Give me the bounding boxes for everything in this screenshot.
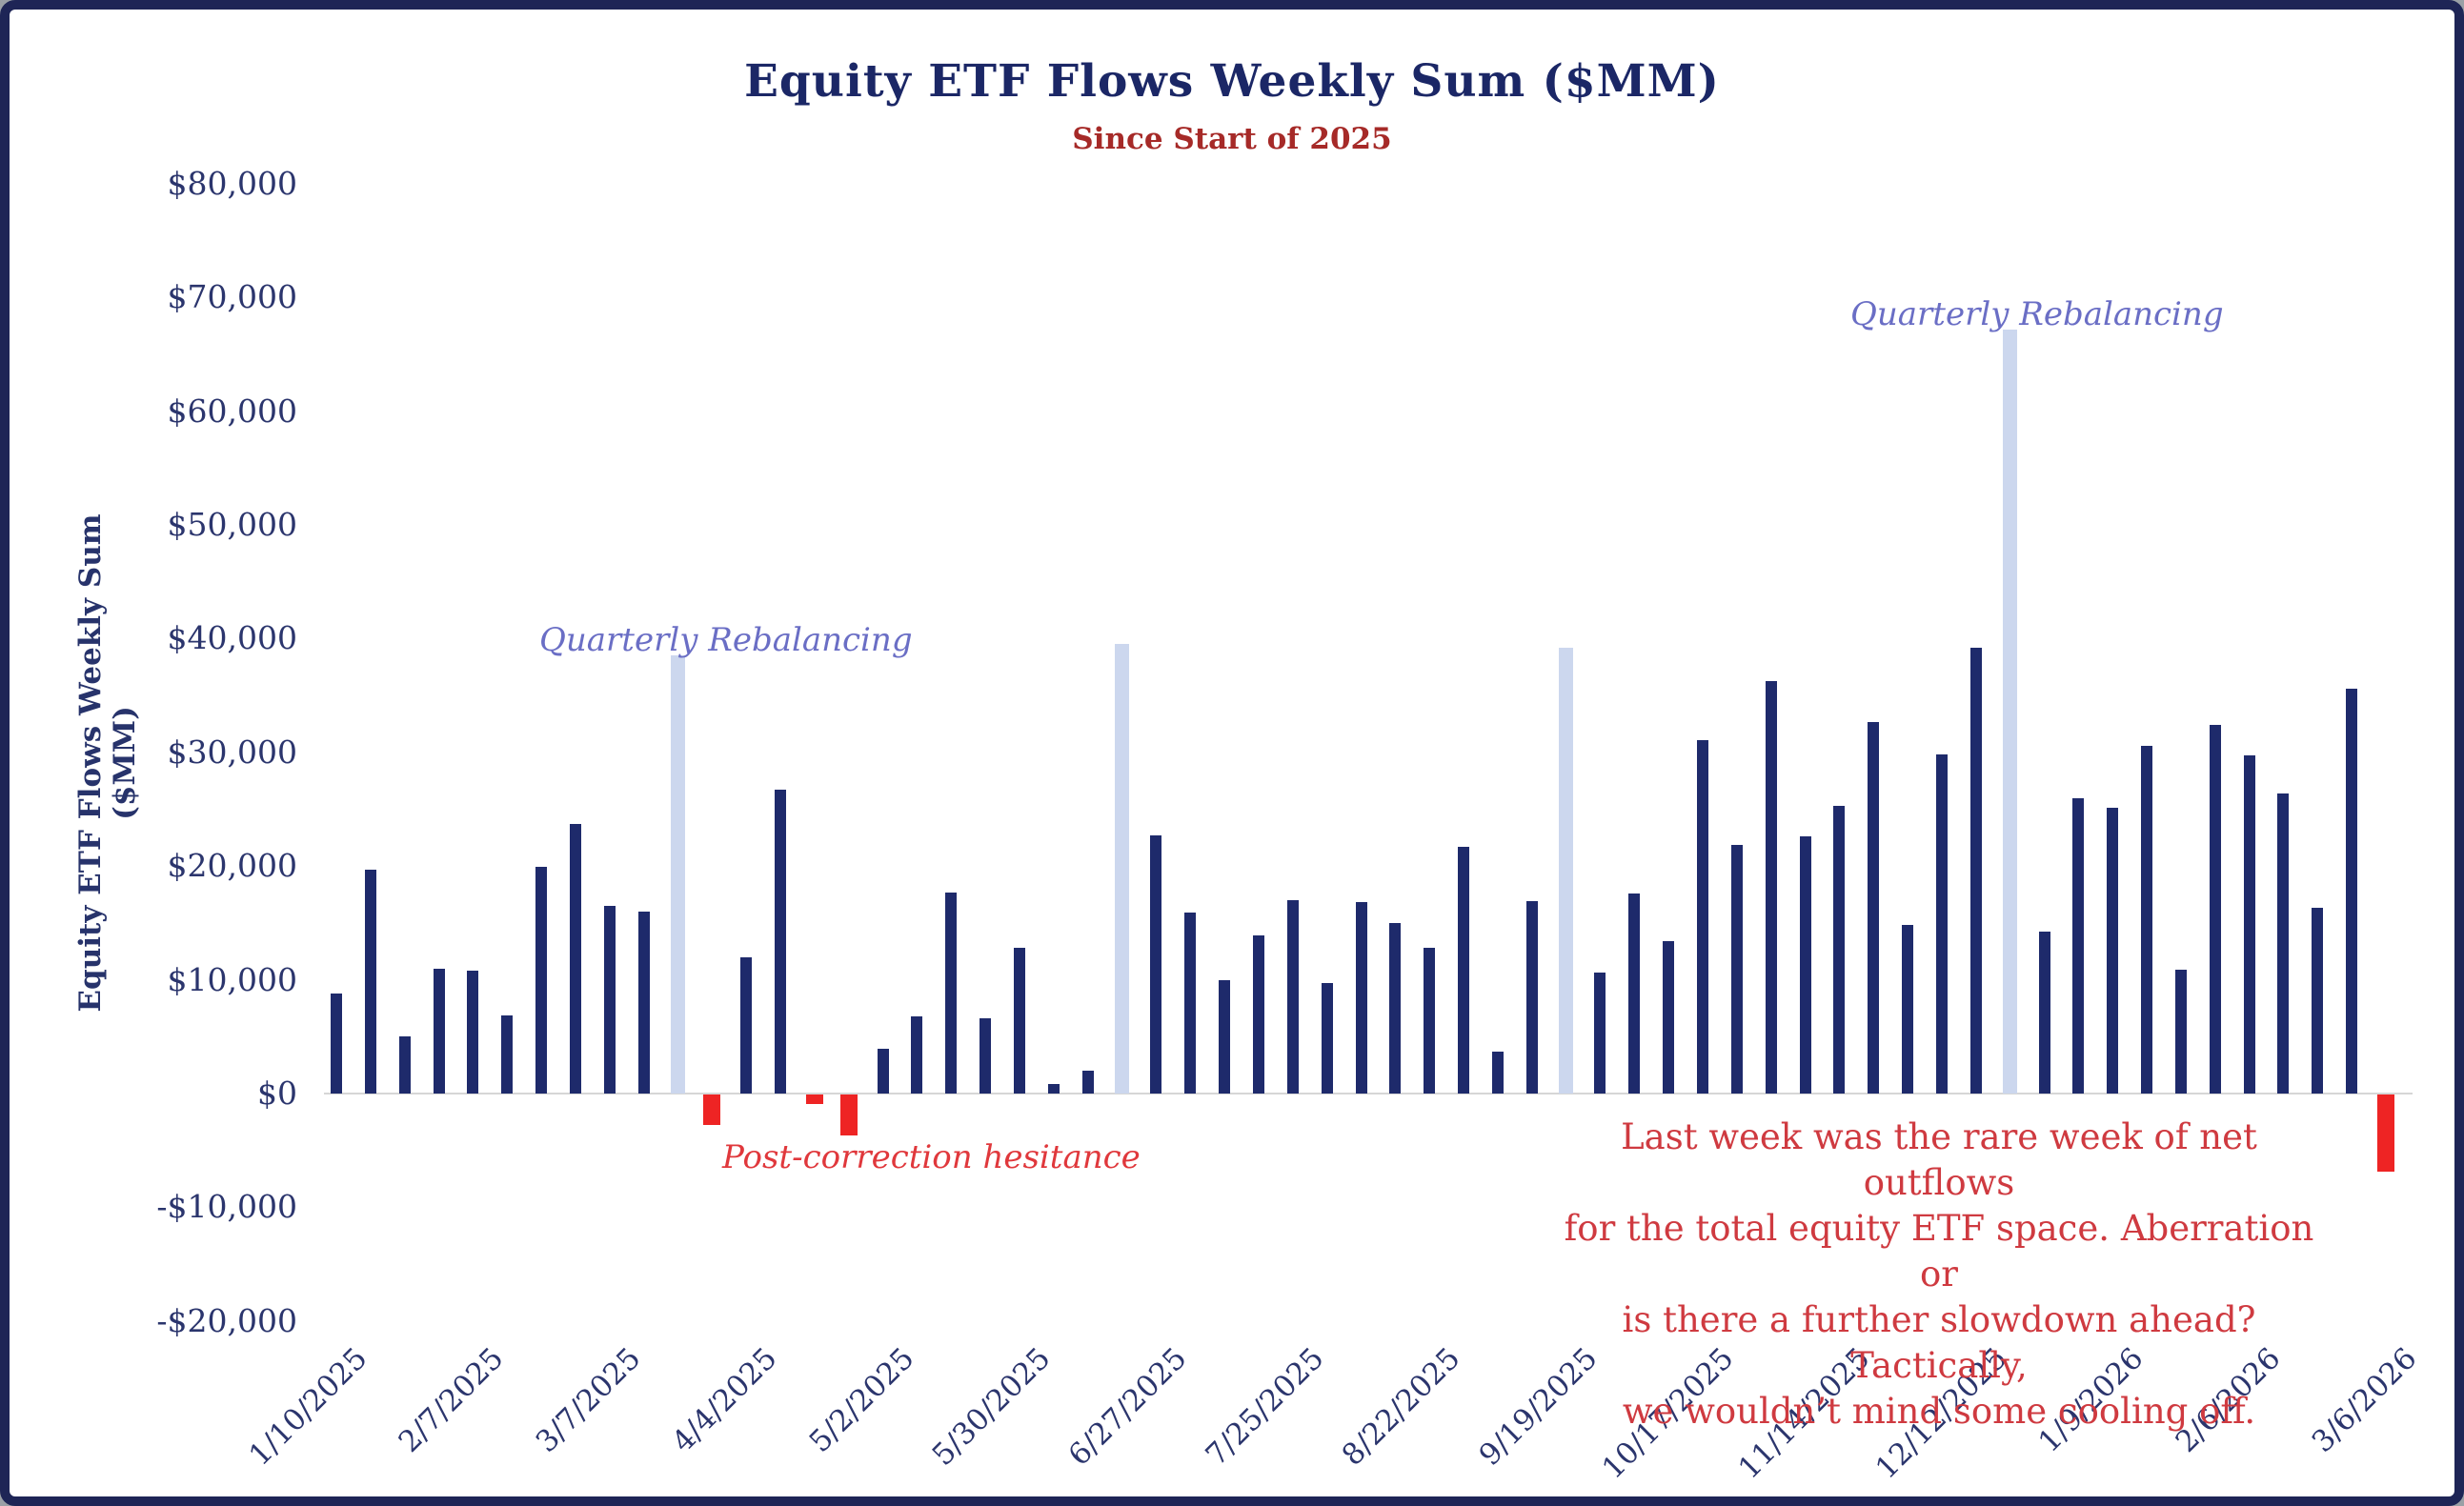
inflow-bar <box>1252 935 1264 1094</box>
y-tick-label: $10,000 <box>167 960 297 998</box>
inflow-bar <box>2209 725 2221 1094</box>
inflow-bar <box>1458 846 1470 1094</box>
inflow-bar <box>1628 893 1641 1094</box>
inflow-bar <box>1765 680 1777 1094</box>
outflow-bar <box>839 1094 858 1135</box>
y-tick-label: $80,000 <box>167 164 297 202</box>
y-tick-label: $0 <box>257 1074 297 1112</box>
inflow-bar <box>2107 808 2119 1094</box>
inflow-bar <box>1935 754 1948 1094</box>
inflow-bar <box>398 1036 411 1094</box>
y-tick-label: $70,000 <box>167 278 297 316</box>
inflow-bar <box>1321 983 1333 1094</box>
inflow-bar <box>1594 973 1606 1094</box>
inflow-bar <box>1355 902 1367 1094</box>
inflow-bar <box>1184 913 1197 1094</box>
outflow-bar <box>2377 1094 2394 1173</box>
inflow-bar <box>980 1018 992 1094</box>
inflow-bar <box>2174 969 2187 1094</box>
inflow-bar <box>1219 979 1231 1094</box>
inflow-bar <box>1047 1084 1060 1094</box>
inflow-bar <box>1663 941 1675 1094</box>
chart-subtitle: Since Start of 2025 <box>1072 122 1392 156</box>
inflow-bar <box>2072 797 2085 1094</box>
inflow-bar <box>1491 1051 1504 1094</box>
inflow-bar <box>637 911 650 1094</box>
y-tick-label: -$20,000 <box>156 1301 297 1339</box>
inflow-bar <box>1389 922 1402 1094</box>
inflow-bar <box>1424 948 1436 1094</box>
inflow-bar <box>1730 844 1743 1094</box>
inflow-bar <box>569 824 581 1094</box>
inflow-bar <box>1014 948 1025 1094</box>
inflow-bar <box>2038 932 2050 1094</box>
inflow-bar <box>945 892 958 1094</box>
y-tick-label: $60,000 <box>167 392 297 430</box>
inflow-bar <box>467 971 479 1094</box>
inflow-bar <box>2346 688 2358 1094</box>
outflow-note-line: is there a further slowdown ahead? Tacti… <box>1622 1299 2256 1386</box>
outflow-bar <box>703 1094 721 1126</box>
y-tick-label: $30,000 <box>167 733 297 771</box>
inflow-bar <box>2141 745 2153 1094</box>
rebalancing-bar <box>671 655 685 1094</box>
outflow-bar <box>805 1094 823 1104</box>
inflow-bar <box>1081 1071 1094 1094</box>
inflow-bar <box>877 1049 889 1094</box>
inflow-bar <box>331 993 342 1094</box>
outflow-note-line: we wouldn’t mind some cooling off. <box>1622 1391 2256 1432</box>
rebalancing-bar <box>1559 647 1574 1094</box>
post-correction-annotation: Post-correction hesitance <box>722 1138 1141 1176</box>
inflow-bar <box>740 956 753 1094</box>
y-tick-label: $40,000 <box>167 619 297 657</box>
inflow-bar <box>1525 901 1538 1094</box>
inflow-bar <box>2243 755 2255 1094</box>
inflow-bar <box>1150 834 1162 1094</box>
rebalancing-bar <box>1115 644 1130 1094</box>
outflow-note-line: Last week was the rare week of net outfl… <box>1621 1116 2257 1203</box>
inflow-bar <box>1799 836 1811 1094</box>
inflow-bar <box>1697 739 1708 1094</box>
inflow-bar <box>535 867 548 1094</box>
inflow-bar <box>501 1014 514 1094</box>
rebalancing-bar <box>2003 329 2018 1094</box>
inflow-bar <box>1902 925 1914 1094</box>
y-tick-label: $20,000 <box>167 847 297 885</box>
outflow-note-annotation: Last week was the rare week of net outfl… <box>1548 1114 2330 1435</box>
inflow-bar <box>1833 805 1846 1094</box>
quarterly-rebalancing-annotation-q4: Quarterly Rebalancing <box>1850 295 2224 333</box>
quarterly-rebalancing-annotation-q1: Quarterly Rebalancing <box>539 621 913 659</box>
y-tick-label: $50,000 <box>167 506 297 543</box>
inflow-bar <box>603 905 616 1094</box>
inflow-bar <box>1868 721 1880 1094</box>
chart-title: Equity ETF Flows Weekly Sum ($MM) <box>744 55 1720 108</box>
inflow-bar <box>433 968 445 1094</box>
inflow-bar <box>911 1015 923 1094</box>
inflow-bar <box>775 790 787 1094</box>
inflow-bar <box>364 869 376 1094</box>
bar-plot-area <box>10 10 2454 1496</box>
inflow-bar <box>2312 908 2324 1094</box>
inflow-bar <box>1286 900 1299 1094</box>
inflow-bar <box>1969 647 1982 1094</box>
y-tick-label: -$10,000 <box>156 1188 297 1226</box>
zero-baseline <box>324 1093 2413 1094</box>
inflow-bar <box>2277 793 2290 1094</box>
outflow-note-line: for the total equity ETF space. Aberrati… <box>1564 1208 2314 1295</box>
